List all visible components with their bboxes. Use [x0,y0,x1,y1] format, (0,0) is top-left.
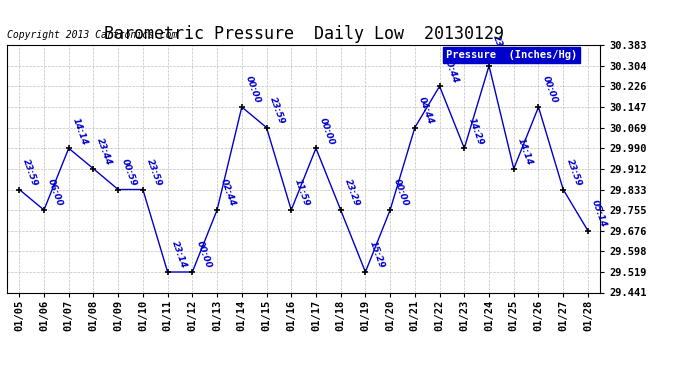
Text: 14:14: 14:14 [70,116,89,146]
Text: 00:00: 00:00 [318,116,336,146]
Text: 23:59: 23:59 [21,158,39,188]
Text: 23:59: 23:59 [565,158,584,188]
Text: 06:00: 06:00 [46,178,64,208]
Title: Barometric Pressure  Daily Low  20130129: Barometric Pressure Daily Low 20130129 [104,26,504,44]
Text: 00:00: 00:00 [195,240,213,270]
Text: Copyright 2013 Cartronics.com: Copyright 2013 Cartronics.com [7,30,177,40]
Text: 00:59: 00:59 [120,158,139,188]
Text: 23:59: 23:59 [268,95,287,125]
Text: 15:29: 15:29 [367,240,386,270]
Text: 23:59: 23:59 [145,158,163,188]
Text: Pressure  (Inches/Hg): Pressure (Inches/Hg) [446,50,578,60]
Text: 05:14: 05:14 [590,199,608,229]
Text: 23:59: 23:59 [491,34,509,64]
Text: 23:44: 23:44 [95,136,114,166]
Text: 00:00: 00:00 [540,75,559,105]
Text: 23:29: 23:29 [343,178,361,208]
Text: 00:00: 00:00 [392,178,411,208]
Text: 14:14: 14:14 [515,136,534,166]
Text: 00:00: 00:00 [244,75,262,105]
Text: 02:44: 02:44 [219,178,237,208]
Text: 00:44: 00:44 [442,54,460,84]
Text: 11:59: 11:59 [293,178,311,208]
Text: 14:29: 14:29 [466,116,484,146]
Text: 04:44: 04:44 [417,95,435,125]
Text: 23:14: 23:14 [170,240,188,270]
